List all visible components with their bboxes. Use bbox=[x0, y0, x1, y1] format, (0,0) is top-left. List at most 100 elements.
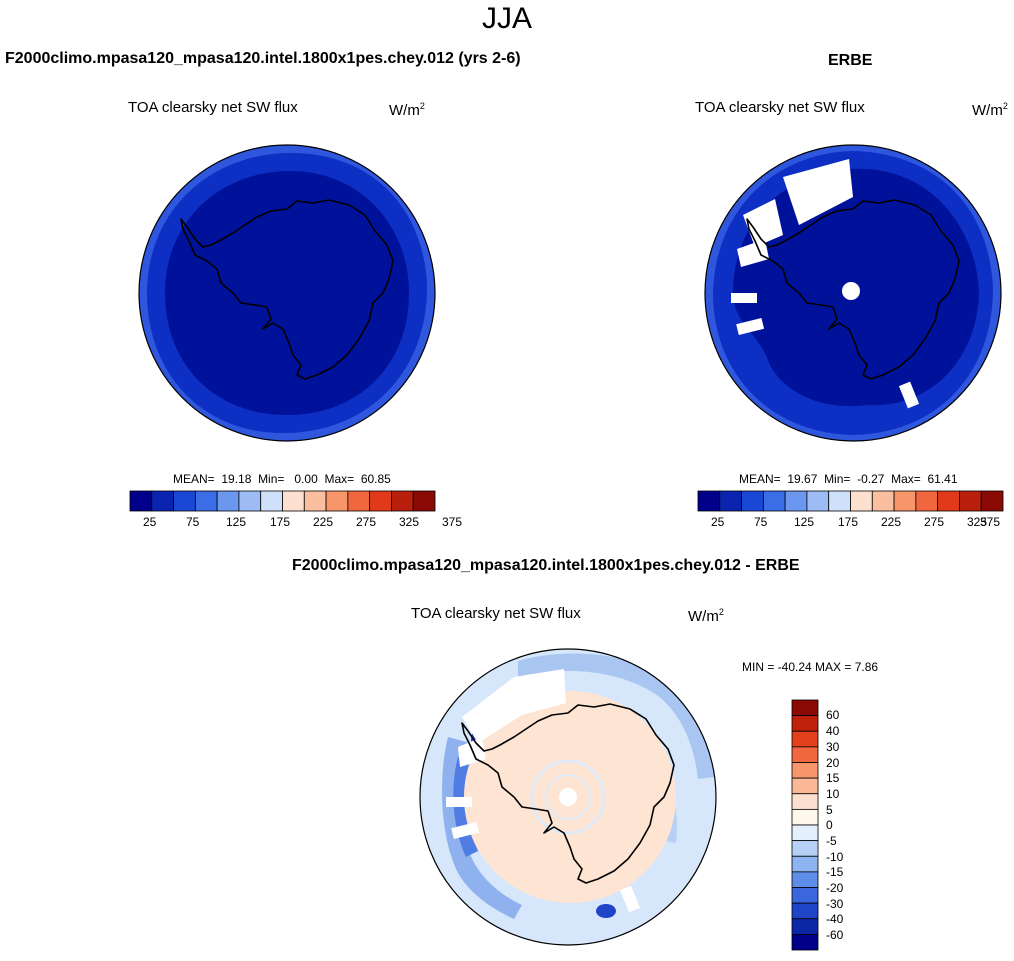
diff-missing-pole bbox=[559, 788, 577, 806]
diff-cb-tick: 60 bbox=[826, 708, 840, 722]
colorbar-swatch bbox=[129, 490, 153, 512]
colorbar-swatch bbox=[791, 777, 819, 795]
obs-variable-label: TOA clearsky net SW flux bbox=[695, 99, 865, 116]
diff-cb-tick: -40 bbox=[826, 912, 844, 926]
model-variable-label: TOA clearsky net SW flux bbox=[128, 99, 298, 116]
colorbar-swatch bbox=[915, 490, 939, 512]
model-cb-tick: 275 bbox=[356, 515, 377, 529]
obs-cb-tick: 25 bbox=[711, 515, 725, 529]
obs-cb-tick: 325 bbox=[967, 515, 988, 529]
model-colorbar bbox=[129, 490, 436, 512]
obs-missing-sector bbox=[736, 318, 765, 335]
diff-polar-map bbox=[419, 648, 717, 946]
diff-cb-tick: -5 bbox=[826, 834, 837, 848]
obs-cb-tick: 75 bbox=[754, 515, 768, 529]
model-stats: MEAN= 19.18 Min= 0.00 Max= 60.85 bbox=[173, 472, 391, 486]
diff-antarctica-coastline bbox=[461, 703, 675, 884]
obs-cb-tick: 375 bbox=[980, 515, 1001, 529]
diff-map-border bbox=[419, 648, 717, 946]
colorbar-swatch bbox=[791, 887, 819, 904]
model-cb-tick: 375 bbox=[442, 515, 463, 529]
obs-units-label: W/m2 bbox=[972, 101, 1008, 119]
model-cb-tick: 225 bbox=[313, 515, 334, 529]
diff-stats: MIN = -40.24 MAX = 7.86 bbox=[742, 660, 879, 674]
colorbar-swatch bbox=[369, 490, 392, 512]
diff-missing-sector bbox=[458, 737, 486, 767]
diff-strong-negative bbox=[596, 904, 616, 918]
colorbar-swatch bbox=[347, 490, 371, 512]
colorbar-swatch bbox=[151, 490, 174, 512]
obs-colorbar bbox=[697, 490, 1004, 512]
colorbar-swatch bbox=[194, 490, 218, 512]
obs-map-border bbox=[704, 144, 1002, 442]
colorbar-swatch bbox=[325, 490, 349, 512]
diff-cb-tick: 20 bbox=[826, 756, 840, 770]
colorbar-swatch bbox=[216, 490, 240, 512]
obs-missing-sector bbox=[731, 293, 757, 303]
colorbar-swatch bbox=[791, 730, 819, 748]
diff-cb-tick: 15 bbox=[826, 771, 840, 785]
diff-cb-tick: 0 bbox=[826, 818, 833, 832]
colorbar-swatch bbox=[791, 699, 819, 717]
diff-cb-tick: 10 bbox=[826, 787, 840, 801]
diff-cb-tick: -20 bbox=[826, 881, 844, 895]
colorbar-swatch bbox=[959, 490, 982, 512]
model-panel-title: F2000climo.mpasa120_mpasa120.intel.1800x… bbox=[5, 50, 521, 67]
colorbar-swatch bbox=[791, 762, 819, 779]
obs-colorbar-ticks: 25 75 125 175 225 275 325 375 bbox=[698, 515, 1003, 531]
diff-cb-tick: 5 bbox=[826, 803, 833, 817]
colorbar-swatch bbox=[173, 490, 196, 512]
figure-title: JJA bbox=[481, 2, 532, 35]
model-map-border bbox=[138, 144, 436, 442]
diff-cb-tick: -60 bbox=[826, 928, 844, 942]
colorbar-swatch bbox=[893, 490, 917, 512]
obs-stats: MEAN= 19.67 Min= -0.27 Max= 61.41 bbox=[739, 472, 958, 486]
colorbar-swatch bbox=[791, 824, 819, 842]
colorbar-swatch bbox=[806, 490, 830, 512]
obs-cb-tick: 225 bbox=[881, 515, 902, 529]
obs-cb-tick: 275 bbox=[924, 515, 945, 529]
colorbar-swatch bbox=[791, 840, 819, 857]
colorbar-swatch bbox=[791, 933, 819, 951]
model-cb-tick: 125 bbox=[226, 515, 247, 529]
colorbar-swatch bbox=[719, 490, 742, 512]
model-cb-tick: 75 bbox=[186, 515, 200, 529]
model-units-label: W/m2 bbox=[389, 101, 425, 119]
colorbar-swatch bbox=[791, 855, 819, 873]
diff-variable-label: TOA clearsky net SW flux bbox=[411, 605, 581, 622]
model-antarctica-coastline bbox=[180, 199, 394, 380]
colorbar-swatch bbox=[937, 490, 960, 512]
diff-units-label: W/m2 bbox=[688, 607, 724, 625]
colorbar-swatch bbox=[238, 490, 262, 512]
colorbar-swatch bbox=[791, 918, 819, 935]
diff-missing-sector bbox=[451, 822, 480, 839]
model-polar-map bbox=[138, 144, 436, 442]
colorbar-swatch bbox=[762, 490, 786, 512]
diff-missing-sector bbox=[462, 669, 566, 743]
diff-cb-tick: -15 bbox=[826, 865, 844, 879]
obs-missing-sector bbox=[783, 159, 853, 225]
colorbar-swatch bbox=[303, 490, 327, 512]
colorbar-swatch bbox=[697, 490, 721, 512]
diff-missing-sector bbox=[446, 797, 472, 807]
diff-panel-title: F2000climo.mpasa120_mpasa120.intel.1800x… bbox=[292, 557, 800, 574]
diff-missing-sector bbox=[619, 885, 641, 913]
diff-cb-tick: -10 bbox=[826, 850, 844, 864]
colorbar-swatch bbox=[791, 793, 819, 810]
diff-negative-band bbox=[442, 737, 522, 919]
obs-cb-tick: 125 bbox=[794, 515, 815, 529]
obs-polar-map bbox=[704, 144, 1002, 442]
obs-missing-sector bbox=[737, 239, 769, 267]
colorbar-swatch bbox=[282, 490, 305, 512]
colorbar-swatch bbox=[791, 808, 819, 826]
diff-cb-tick: 30 bbox=[826, 740, 840, 754]
diff-colorbar bbox=[791, 699, 819, 951]
obs-missing-pole bbox=[842, 282, 860, 300]
model-colorbar-ticks: 25 75 125 175 225 275 325 375 bbox=[130, 515, 462, 531]
colorbar-swatch bbox=[260, 490, 283, 512]
colorbar-swatch bbox=[791, 902, 819, 920]
colorbar-swatch bbox=[980, 490, 1004, 512]
colorbar-swatch bbox=[828, 490, 851, 512]
model-cb-tick: 325 bbox=[399, 515, 420, 529]
colorbar-swatch bbox=[791, 871, 819, 888]
